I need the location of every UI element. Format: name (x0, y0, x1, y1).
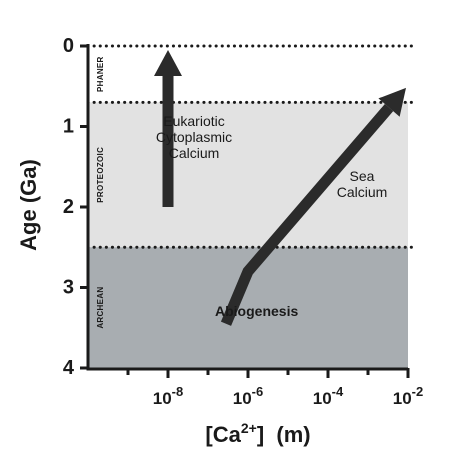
x-tick-exponent: -6 (252, 384, 264, 399)
sea-calcium-label-line: Calcium (337, 184, 388, 200)
sea-calcium-label-line: Sea (350, 168, 375, 184)
x-tick-base: 10 (393, 389, 412, 408)
era-band-phaner (88, 46, 408, 103)
era-bands (88, 46, 408, 368)
y-tick-label: 0 (63, 35, 74, 57)
cytoplasmic-calcium-label-line: Calcium (169, 145, 220, 161)
x-tick-label: 10-2 (393, 384, 423, 408)
y-axis-title: Age (Ga) (16, 159, 41, 251)
x-tick-label: 10-4 (313, 384, 344, 408)
x-tick-label: 10-6 (233, 384, 263, 408)
x-tick-base: 10 (233, 389, 252, 408)
x-tick-base: 10 (153, 389, 172, 408)
x-axis-ticks: 10-8 10-6 10-4 10-2 (126, 368, 423, 408)
cytoplasmic-calcium-label-line: Eukariotic (163, 113, 224, 129)
cytoplasmic-calcium-label-line: Cytoplasmic (156, 129, 232, 145)
sea-calcium-arrow-head (378, 87, 406, 117)
x-axis-title-main: [Ca (205, 422, 241, 447)
x-tick-exponent: -8 (172, 384, 184, 399)
era-boundaries (86, 44, 416, 249)
era-label-phaner: PHANER (96, 56, 105, 92)
x-tick-base: 10 (313, 389, 332, 408)
x-axis-title: [Ca2+] (m) (205, 420, 310, 447)
x-tick-label: 10-8 (153, 384, 183, 408)
cytoplasmic-calcium-arrow-head (154, 50, 182, 77)
y-axis-ticks: 0 1 2 3 4 (63, 35, 88, 379)
series-arrows (154, 50, 406, 326)
era-band-proteozoic (88, 102, 408, 248)
x-axis-title-superscript: 2+ (241, 420, 257, 436)
x-tick-exponent: -2 (412, 384, 424, 399)
x-tick-exponent: -4 (332, 384, 344, 399)
y-tick-label: 2 (63, 196, 74, 218)
era-label-proteozoic: PROTEOZOIC (96, 147, 105, 203)
y-tick-label: 4 (63, 357, 75, 379)
annotation-abiogenesis: Abiogenesis (215, 303, 298, 319)
sea-calcium-arrow-shaft (220, 103, 394, 326)
era-label-archean: ARCHEAN (96, 287, 105, 329)
y-tick-label: 3 (63, 277, 74, 299)
y-tick-label: 1 (63, 116, 74, 138)
era-labels: PHANER PROTEOZOIC ARCHEAN (96, 56, 105, 328)
sea-calcium-label: Sea Calcium (337, 168, 388, 200)
x-axis-title-tail: ] (m) (257, 422, 311, 447)
cytoplasmic-calcium-label: Eukariotic Cytoplasmic Calcium (156, 113, 232, 161)
